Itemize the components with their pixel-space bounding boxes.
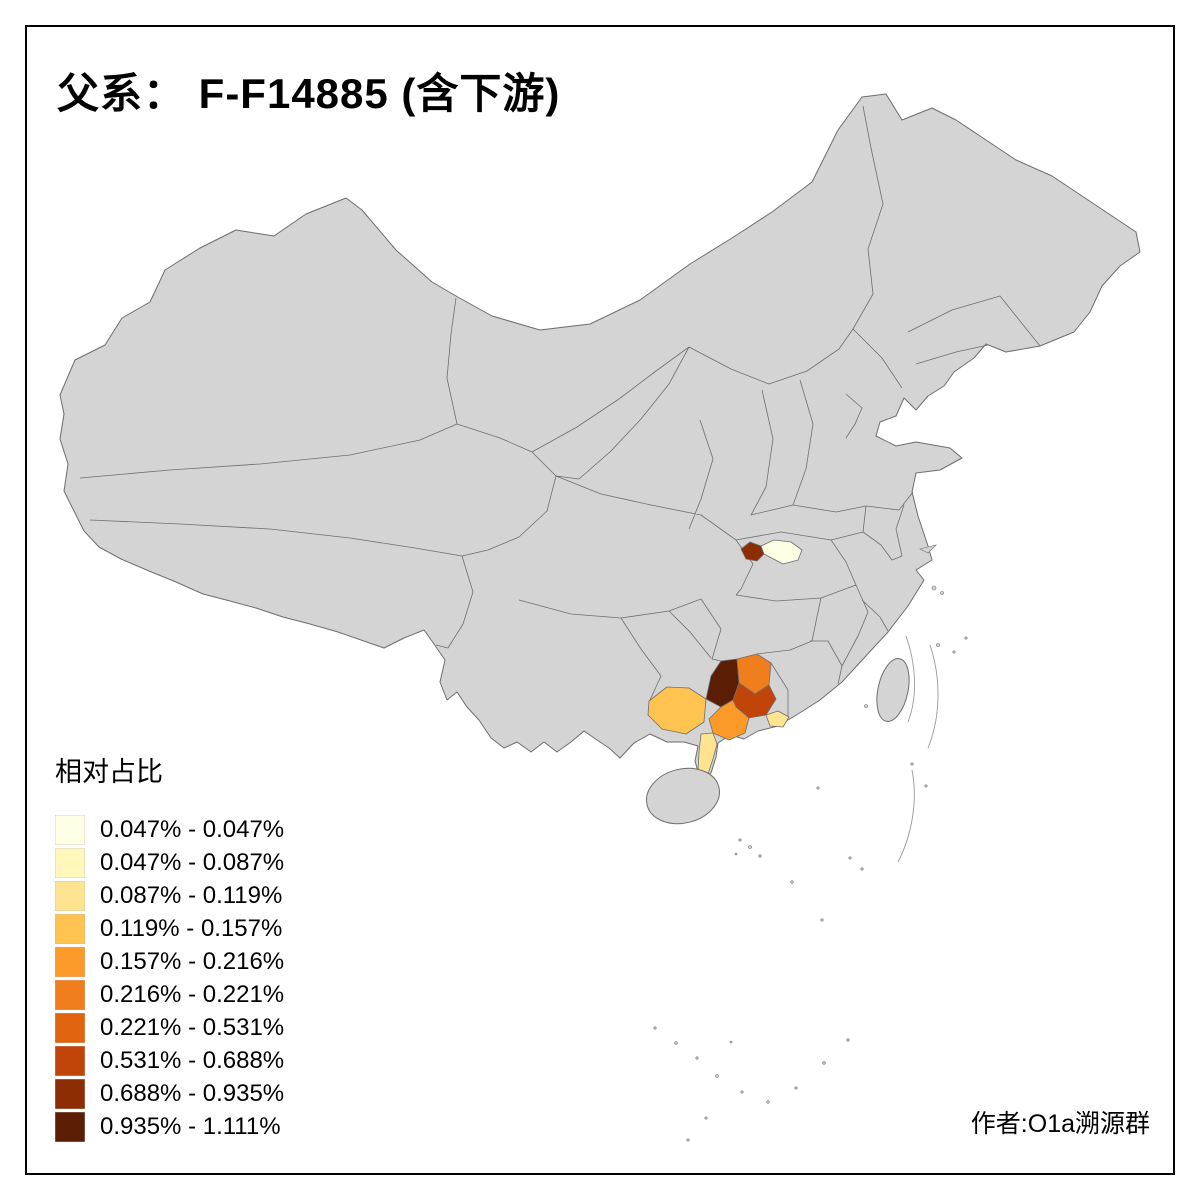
legend-swatch-color [55, 980, 85, 1010]
legend-item-label: 0.935% - 1.111% [100, 1113, 281, 1140]
legend-swatch [55, 848, 85, 878]
region-hubei-west-area [760, 539, 803, 565]
legend-swatch-color [55, 815, 85, 845]
legend-swatch [55, 881, 85, 911]
legend-item-label: 0.216% - 0.221% [100, 981, 285, 1008]
legend-item-label: 0.087% - 0.119% [100, 882, 283, 909]
legend-swatch [55, 1046, 85, 1076]
chongming-island-shape [919, 544, 937, 554]
legend-item: 0.157% - 0.216% [55, 947, 284, 977]
legend-item: 0.221% - 0.531% [55, 1013, 284, 1043]
island-arc-lines [897, 635, 939, 863]
legend-item-label: 0.688% - 0.935% [100, 1080, 285, 1107]
legend-item: 0.688% - 0.935% [55, 1079, 284, 1109]
legend-swatch-color [55, 947, 85, 977]
legend-swatch [55, 914, 85, 944]
legend-item-label: 0.119% - 0.157% [100, 915, 283, 942]
legend-swatch [55, 1112, 85, 1142]
legend-item: 0.087% - 0.119% [55, 881, 284, 911]
plot-title: 父系： F-F14885 (含下游) [57, 70, 561, 117]
legend-item: 0.047% - 0.047% [55, 815, 284, 845]
legend-item: 0.531% - 0.688% [55, 1046, 284, 1076]
legend-swatch [55, 1079, 85, 1109]
province-borders [79, 105, 1041, 718]
legend-swatch-color [55, 1013, 85, 1043]
legend-swatch-color [55, 914, 85, 944]
legend-item-label: 0.221% - 0.531% [100, 1014, 285, 1041]
legend-swatch-color [55, 881, 85, 911]
region-guangxi-south [708, 699, 750, 741]
legend-item-label: 0.157% - 0.216% [100, 948, 285, 975]
legend-title: 相对占比 [55, 757, 163, 787]
offshore-islets [653, 585, 968, 1142]
legend-swatch-color [55, 1079, 85, 1109]
region-leizhou-strip [697, 732, 718, 775]
legend-swatch [55, 980, 85, 1010]
attribution: 作者:O1a溯源群 [970, 1110, 1150, 1138]
legend-item-label: 0.531% - 0.688% [100, 1047, 285, 1074]
legend-item: 0.216% - 0.221% [55, 980, 284, 1010]
legend-swatch [55, 947, 85, 977]
region-guangdong-west-pale [765, 710, 790, 728]
legend-swatch-color [55, 848, 85, 878]
legend-swatch-color [55, 1046, 85, 1076]
legend-item-label: 0.047% - 0.087% [100, 849, 285, 876]
hainan-island-shape [646, 767, 720, 825]
taiwan-island-shape [876, 658, 910, 722]
legend-item: 0.047% - 0.087% [55, 848, 284, 878]
legend-item: 0.119% - 0.157% [55, 914, 284, 944]
legend-swatch [55, 815, 85, 845]
region-guangxi-west [647, 686, 707, 735]
china-mainland-shape [59, 93, 1141, 780]
legend: 相对占比 0.047% - 0.047% 0.047% - 0.087% 0.0… [55, 750, 284, 1145]
legend-swatch-color [55, 1112, 85, 1142]
legend-swatch [55, 1013, 85, 1043]
legend-item-label: 0.047% - 0.047% [100, 816, 285, 843]
legend-item: 0.935% - 1.111% [55, 1112, 284, 1142]
